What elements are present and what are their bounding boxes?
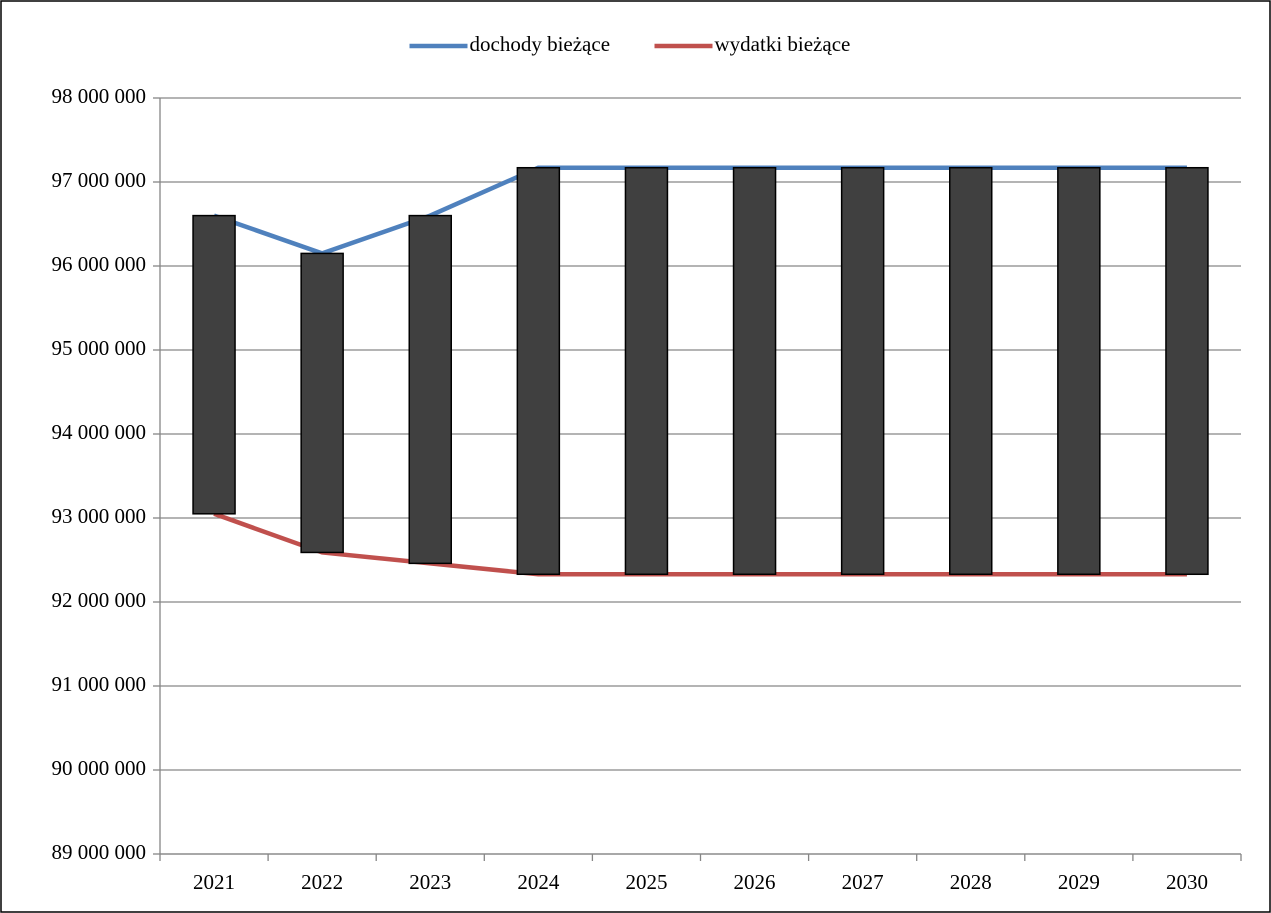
up-down-bar [1165,166,1209,576]
x-tick-label: 2024 [517,870,560,894]
up-down-bar [300,252,344,554]
y-tick-label: 90 000 000 [52,756,147,780]
up-down-bar [1057,166,1101,576]
y-tick-label: 91 000 000 [52,672,147,696]
legend-label: dochody bieżące [470,32,611,56]
x-tick-label: 2026 [734,870,776,894]
up-down-bar [408,214,452,565]
y-tick-label: 95 000 000 [52,336,147,360]
up-down-bar [516,166,561,576]
x-tick-label: 2030 [1166,870,1208,894]
up-down-bar [624,166,669,576]
x-tick-label: 2025 [625,870,667,894]
y-tick-label: 96 000 000 [52,252,147,276]
series-line [213,511,1187,577]
legend-label: wydatki bieżące [715,32,851,56]
x-tick-label: 2022 [301,870,343,894]
up-down-bar [840,166,885,576]
x-tick-label: 2027 [842,870,884,894]
x-tick-label: 2021 [193,870,235,894]
y-tick-label: 94 000 000 [52,420,147,444]
up-down-bar [949,166,993,576]
x-tick-label: 2023 [409,870,451,894]
x-tick-label: 2029 [1058,870,1100,894]
up-down-bar [732,166,777,576]
y-tick-label: 98 000 000 [52,84,147,108]
x-tick-label: 2028 [950,870,992,894]
y-tick-label: 92 000 000 [52,588,147,612]
up-down-bar [192,214,236,515]
y-tick-label: 89 000 000 [52,840,147,864]
y-tick-label: 93 000 000 [52,504,147,528]
y-tick-label: 97 000 000 [52,168,147,192]
series-line [213,165,1187,256]
